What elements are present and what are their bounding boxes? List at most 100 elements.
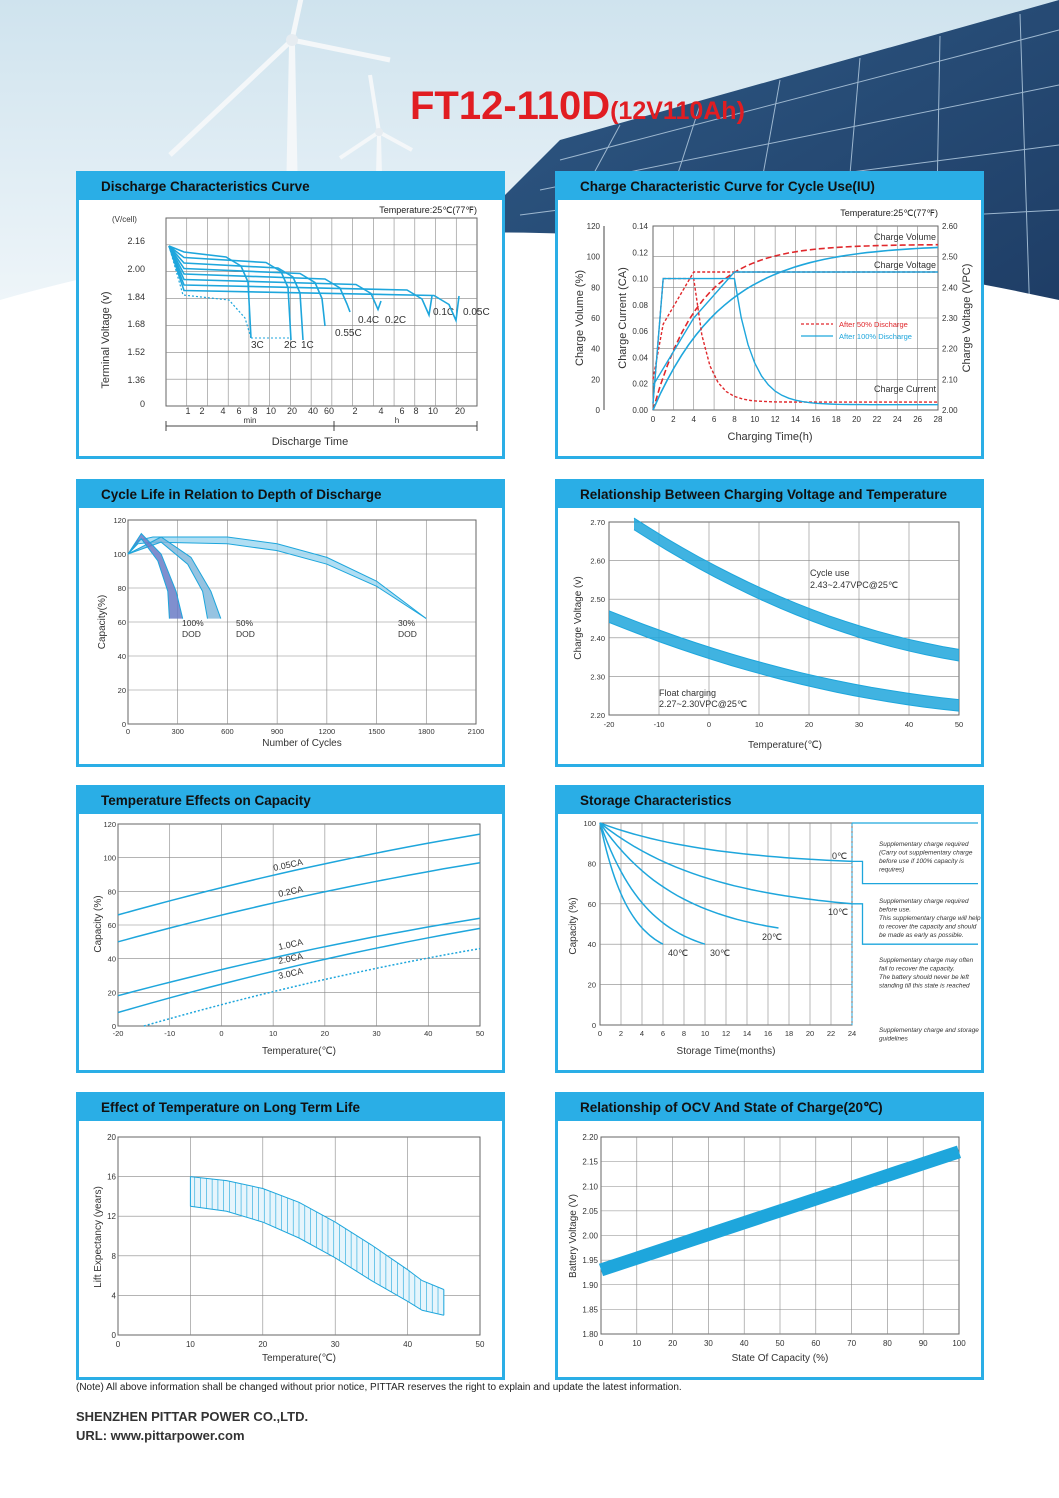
x-tick-label: 14 [791,415,800,424]
volume-tick-label: 20 [591,375,600,384]
guideline-note: requires) [879,867,904,874]
series-label: 0.2C [385,315,406,326]
x-tick-label: 40 [403,1340,412,1349]
label-cycle-use: Cycle use [810,568,850,578]
volume-tick-label: 0 [596,406,601,415]
x-tick-label: 24 [848,1029,856,1038]
y-tick-label: 4 [112,1291,117,1300]
series-label: 0.1C [433,307,454,318]
y-tick-label: 0 [592,1021,596,1030]
current-tick-label: 0.14 [632,222,648,231]
series-label: 3.0CA [277,966,304,981]
x-tick-label: 20 [852,415,861,424]
time-unit-min: min [244,416,257,425]
charge-voltage-band-edge [633,529,960,662]
x-tick-label: 30 [331,1340,340,1349]
volume-tick-label: 80 [591,283,600,292]
y-tick-label: 0 [140,399,145,409]
x-tick-label: 20 [806,1029,814,1038]
panel-header: Temperature Effects on Capacity [79,788,502,814]
y-tick-label: 2.00 [582,1232,598,1241]
y-axis-title-current: Charge Current (CA) [617,267,629,368]
legend-item-50: After 50% Discharge [839,320,908,329]
x-tick-label: -20 [604,720,615,729]
y-axis-title: Lift Expectancy (years) [93,1186,104,1288]
storage-curve [599,822,779,929]
panel-tempcap: Temperature Effects on Capacity -20 -10 0 1… [76,785,505,1073]
guideline-note: (Carry out supplementary charge [879,850,973,857]
y-tick-label: 1.36 [127,375,145,385]
y-tick-label: 0 [112,1331,117,1340]
x-tick-label: 8 [732,415,737,424]
y-unit: (V/cell) [112,215,137,224]
y-tick-label: 20 [118,686,126,695]
life-band-edge [190,1176,444,1290]
x-tick-label: 4 [220,406,225,416]
panel-chargetemp: Relationship Between Charging Voltage an… [555,479,984,767]
y-tick-label: 2.20 [582,1133,598,1142]
charge-current-50 [652,277,938,404]
guideline-note: standing till this state is reached [879,983,970,990]
y-tick-label: 2.30 [590,672,605,681]
model-spec: (12V110Ah) [610,97,745,125]
y-tick-label: 1.84 [127,292,145,302]
storage-curve [599,822,853,863]
x-tick-label: 8 [252,406,257,416]
y-tick-label: 16 [107,1173,116,1182]
y-tick-label: 2.05 [582,1207,598,1216]
y-axis-title: Terminal Voltage (v) [100,291,112,388]
x-tick-label: 16 [764,1029,772,1038]
panel-storage: Storage Characteristics 0 2 4 6 8 10 12 14 16 18 2… [555,785,984,1073]
discharge-curve [168,245,460,324]
storage-curve [599,822,853,905]
ocv-line [598,1145,962,1277]
y-tick-label: 40 [108,955,116,964]
x-tick-label: 50 [476,1340,485,1349]
x-axis-title: Temperature(℃) [262,1046,336,1057]
guideline-note: This supplementary charge will help [879,915,981,922]
y-tick-label: 1.95 [582,1256,598,1265]
x-tick-label: 0 [651,415,656,424]
x-tick-label: 18 [832,415,841,424]
panel-header: Discharge Characteristics Curve [79,174,502,200]
x-tick-label: 900 [271,727,284,736]
x-tick-label: 1500 [368,727,385,736]
guideline-note: fail to recover the capacity. [879,966,955,973]
x-tick-label: 1800 [418,727,435,736]
x-tick-label: 22 [872,415,881,424]
charge-current-100 [652,277,938,406]
x-tick-label: 40 [740,1339,749,1348]
label-charge-volume: Charge Volume [874,232,936,242]
life-chart: 0 10 20 30 40 50 0 4 8 12 16 20 Lift Expectancy (yea… [93,1133,485,1364]
guideline-note: Supplementary charge may often [879,957,974,964]
x-tick-label: 1200 [319,727,336,736]
panel-title: Charge Characteristic Curve for Cycle Us… [580,179,875,194]
charge-voltage-50 [652,271,938,380]
x-tick-label: 6 [712,415,717,424]
voltage-tick-label: 2.60 [942,222,958,231]
storage-chart: 0 2 4 6 8 10 12 14 16 18 20 22 24020406080100Capacit… [568,819,981,1057]
dod-label-percent: 50% [236,618,253,628]
x-tick-label: -20 [113,1029,124,1038]
y-tick-label: 100 [113,550,126,559]
y-tick-label: 60 [108,921,116,930]
x-tick-label: 2 [199,406,204,416]
dod-label-percent: 30% [398,618,415,628]
chargetemp-chart: -20 -10 0 10 20 30 40 50 2.20 2.30 2.40 2.50 2.60 2.7… [573,517,963,751]
y-tick-label: 40 [588,940,596,949]
y-tick-label: 20 [108,988,116,997]
series-label: 2.0CA [277,951,304,966]
storage-curve [599,822,664,945]
y-tick-label: 20 [588,981,596,990]
x-tick-label: 20 [805,720,813,729]
life-band-edge [190,1205,444,1316]
dod-100-band-edge [127,537,170,619]
y-tick-label: 2.00 [127,264,145,274]
y-tick-label: 60 [588,900,596,909]
x-tick-label: 10 [186,1340,195,1349]
panel-life: Effect of Temperature on Long Term Life … [76,1092,505,1380]
x-tick-label: 50 [776,1339,785,1348]
company-url: URL: www.pittarpower.com [76,1428,245,1443]
x-tick-label: 30 [372,1029,380,1038]
voltage-tick-label: 2.20 [942,345,958,354]
